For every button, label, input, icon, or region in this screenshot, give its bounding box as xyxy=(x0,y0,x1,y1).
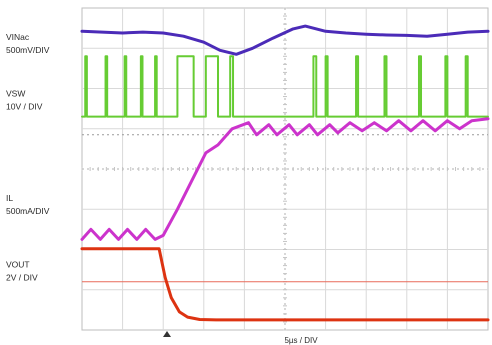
channel-scale-vsw: 10V / DIV xyxy=(6,102,43,112)
channel-scale-vout: 2V / DIV xyxy=(6,273,38,283)
trace-il xyxy=(80,117,490,241)
trace-vsw xyxy=(81,55,489,118)
channel-name-vout: VOUT xyxy=(6,260,30,270)
trace-vinac xyxy=(80,24,490,56)
channel-name-il: IL xyxy=(6,193,13,203)
channel-scale-il: 500mA/DIV xyxy=(6,206,50,216)
reference-lines xyxy=(82,134,488,283)
trace-vout xyxy=(80,247,490,322)
channel-scale-vinac: 500mV/DIV xyxy=(6,45,50,55)
traces xyxy=(80,24,490,322)
channel-name-vsw: VSW xyxy=(6,89,25,99)
timebase-label: 5µs / DIV xyxy=(284,336,318,345)
trigger-marker xyxy=(163,331,171,337)
channel-labels: VINac 500mV/DIV VSW 10V / DIV IL 500mA/DIV VOU… xyxy=(6,32,50,282)
channel-name-vinac: VINac xyxy=(6,32,30,42)
